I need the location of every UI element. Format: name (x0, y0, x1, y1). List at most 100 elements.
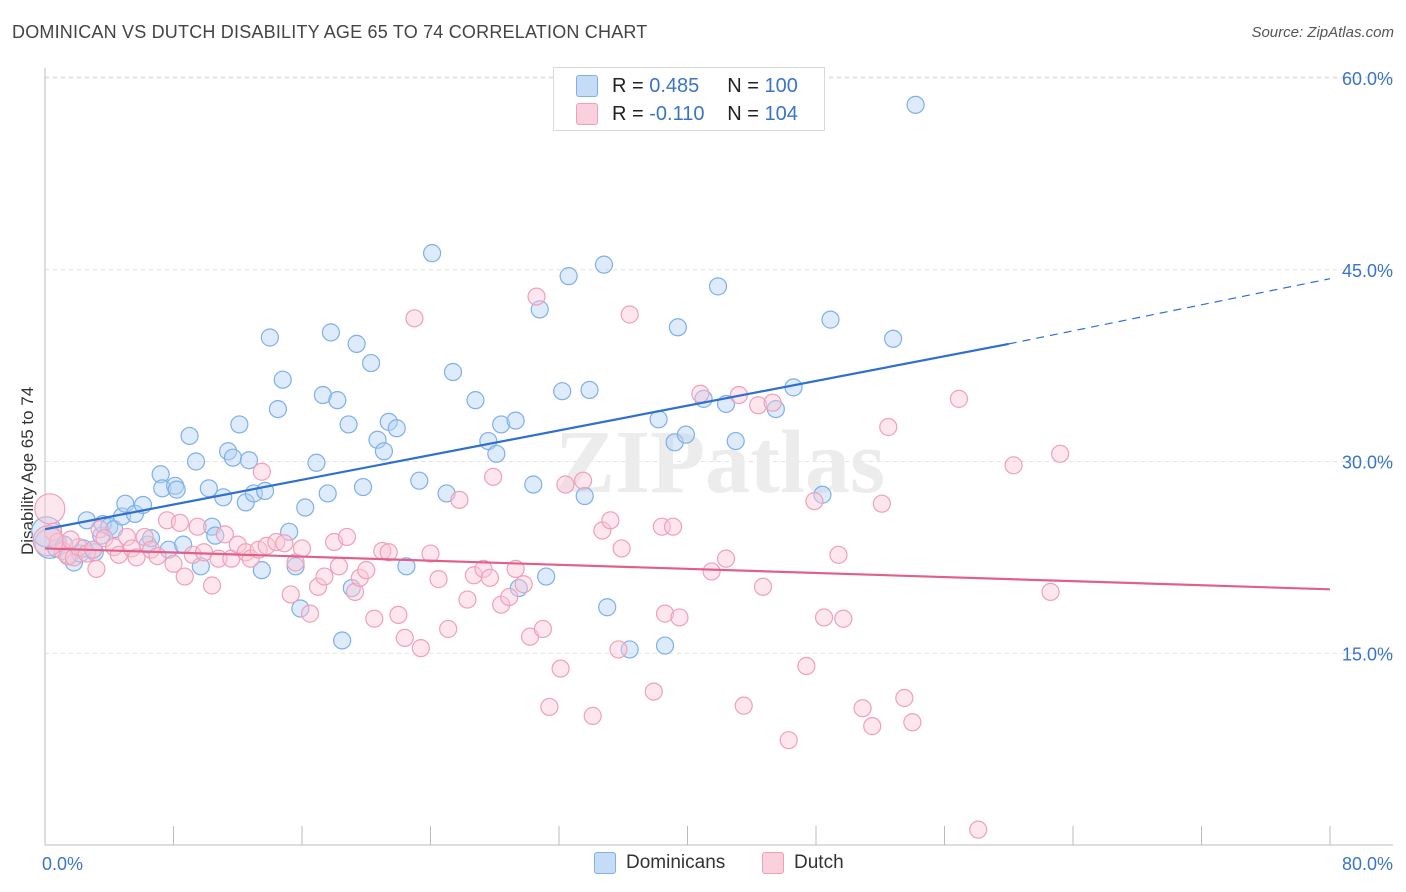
watermark: ZIPatlas (555, 413, 885, 512)
data-point-dominicans (167, 480, 186, 499)
data-point-dominicans (223, 448, 243, 467)
data-point-dutch (620, 305, 639, 324)
data-point-dutch (609, 640, 628, 659)
data-point-dutch (308, 577, 328, 596)
data-point-dutch (779, 731, 798, 750)
data-point-dominicans (151, 465, 170, 484)
stats-swatch-dominicans (576, 75, 598, 97)
data-point-dominicans (291, 599, 310, 618)
data-point-dominicans (273, 370, 292, 389)
trend-line-dutch (44, 547, 1331, 591)
legend-item-dutch[interactable]: Dutch (762, 852, 844, 874)
data-point-dutch (87, 559, 106, 578)
data-point-dutch (32, 525, 64, 557)
data-point-dominicans (307, 453, 326, 472)
data-point-dutch (853, 699, 872, 718)
y-tick-label: 45.0% (1342, 261, 1393, 281)
data-point-dutch (753, 577, 773, 596)
data-point-dutch (61, 530, 80, 549)
data-point-dominicans (726, 431, 745, 451)
data-point-dominicans (230, 415, 249, 434)
data-point-dominicans (328, 391, 347, 410)
data-point-dutch (612, 539, 631, 558)
data-point-dutch (872, 494, 891, 513)
data-point-dominicans (353, 477, 373, 497)
data-point-dutch (655, 604, 675, 623)
data-point-dutch (337, 527, 357, 547)
data-point-dutch (188, 517, 207, 536)
data-point-dominicans (668, 318, 687, 337)
legend-item-dominicans[interactable]: Dominicans (594, 852, 725, 874)
legend-swatch-dominicans (594, 852, 616, 874)
stats-r-label: R = (612, 74, 644, 97)
data-point-dutch (480, 568, 500, 587)
data-point-dutch (90, 520, 109, 539)
data-point-dutch (540, 697, 559, 717)
x-tick-label: 0.0% (42, 854, 83, 874)
data-point-dominicans (321, 323, 341, 342)
data-point-dutch (474, 559, 493, 578)
data-point-dominicans (339, 415, 358, 434)
data-point-dutch (34, 493, 66, 525)
data-point-dutch (458, 590, 477, 609)
legend-swatch-dutch (762, 852, 784, 874)
data-point-dutch (148, 546, 167, 566)
data-point-dominicans (368, 430, 387, 449)
data-point-dominicans (821, 310, 840, 329)
legend-label-dominicans: Dominicans (626, 852, 726, 873)
data-point-dutch (644, 682, 663, 701)
data-point-dominicans (423, 244, 442, 263)
trend-line-dominicans (44, 342, 1009, 531)
data-point-dutch (903, 713, 922, 732)
data-point-dominicans (676, 425, 695, 444)
data-point-dutch (164, 554, 183, 573)
data-point-dutch (357, 561, 376, 580)
data-point-dutch (734, 696, 753, 715)
data-point-dominicans (333, 631, 352, 650)
data-point-dutch (805, 492, 824, 511)
data-point-dominicans (252, 561, 271, 580)
y-tick-label: 60.0% (1342, 69, 1393, 89)
stats-row-dominicans: R = 0.485 N = 100 (576, 73, 798, 99)
data-point-dutch (551, 659, 570, 678)
data-point-dominicans (387, 419, 406, 438)
y-tick-label: 15.0% (1342, 644, 1393, 664)
data-point-dominicans (159, 540, 178, 559)
data-point-dutch (395, 628, 414, 648)
data-point-dutch (411, 639, 430, 658)
data-point-dutch (814, 608, 834, 627)
data-point-dutch (439, 619, 458, 639)
data-point-dominicans (397, 557, 416, 576)
data-point-dutch (379, 543, 398, 562)
data-point-dominicans (506, 411, 525, 430)
data-point-dutch (691, 384, 710, 403)
data-point-dominicans (906, 95, 925, 114)
y-tick-label: 30.0% (1342, 453, 1393, 473)
data-point-dutch (257, 536, 276, 555)
stats-box: R = 0.485 N = 100 R = -0.110 N = 104 (553, 67, 825, 131)
data-point-dutch (484, 467, 503, 486)
data-point-dutch (514, 575, 533, 594)
data-point-dominicans (347, 334, 366, 353)
data-point-dutch (183, 545, 202, 564)
data-point-dutch (702, 562, 721, 581)
data-point-dutch (365, 609, 384, 628)
stats-r-label: R = (612, 102, 644, 125)
data-point-dutch (797, 656, 816, 676)
data-point-dominicans (239, 451, 259, 470)
data-point-dutch (527, 287, 546, 306)
data-point-dutch (315, 567, 334, 586)
data-point-dutch (170, 513, 190, 532)
data-point-dutch (252, 462, 271, 481)
data-point-dominicans (487, 444, 506, 463)
stats-n-label: N = (727, 102, 759, 125)
data-point-dominicans (180, 426, 199, 446)
data-point-dominicans (594, 255, 614, 274)
stats-n-label: N = (727, 74, 759, 97)
x-tick-label: 80.0% (1342, 854, 1393, 874)
data-point-dutch (834, 609, 853, 628)
data-point-dutch (749, 396, 768, 415)
stats-n-value: 104 (764, 102, 798, 125)
data-point-dutch (1004, 456, 1023, 475)
